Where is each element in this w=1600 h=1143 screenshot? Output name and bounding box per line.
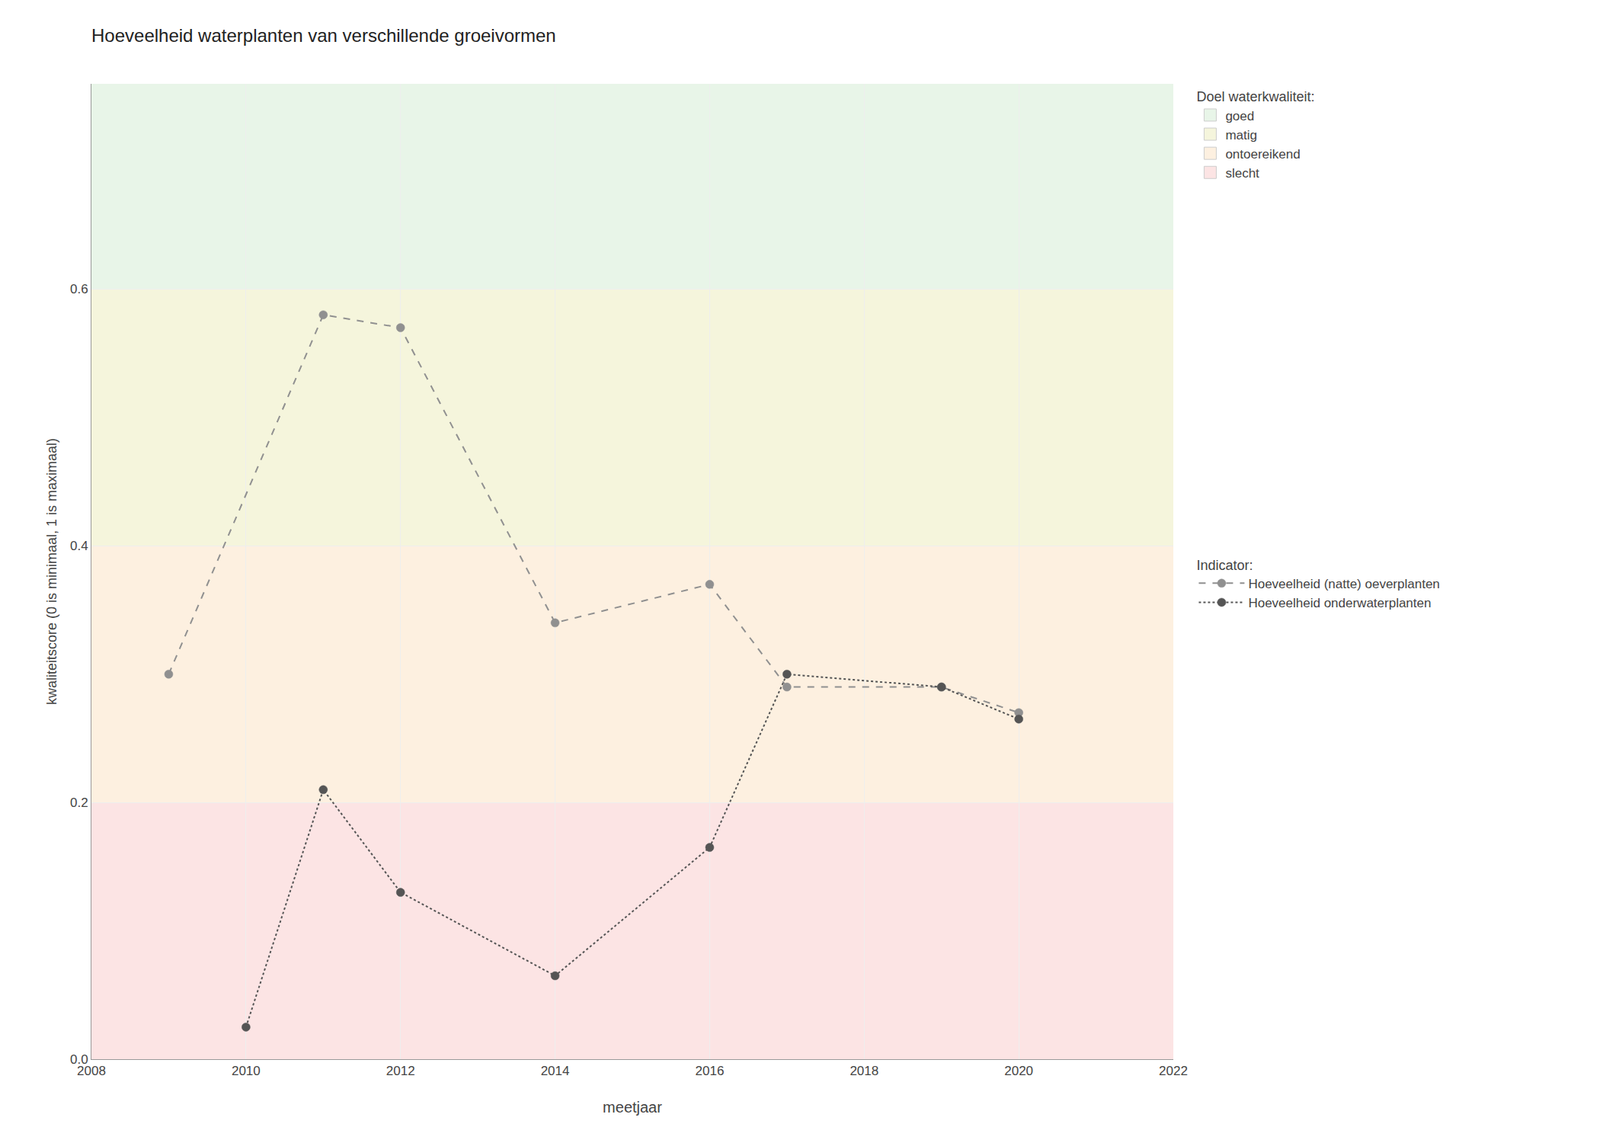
svg-text:0.0: 0.0 bbox=[70, 1052, 89, 1067]
svg-text:Indicator:: Indicator: bbox=[1196, 557, 1253, 573]
svg-text:kwaliteitscore (0 is minimaal,: kwaliteitscore (0 is minimaal, 1 is maxi… bbox=[44, 438, 60, 705]
svg-text:Doel waterkwaliteit:: Doel waterkwaliteit: bbox=[1196, 89, 1315, 105]
svg-text:0.4: 0.4 bbox=[70, 538, 89, 554]
svg-text:Hoeveelheid (natte) oeverplant: Hoeveelheid (natte) oeverplanten bbox=[1248, 576, 1440, 592]
svg-text:goed: goed bbox=[1225, 108, 1255, 124]
svg-text:0.2: 0.2 bbox=[70, 795, 89, 810]
svg-text:2022: 2022 bbox=[1158, 1063, 1188, 1079]
svg-text:2016: 2016 bbox=[695, 1063, 725, 1079]
svg-text:slecht: slecht bbox=[1225, 166, 1260, 181]
svg-text:meetjaar: meetjaar bbox=[602, 1098, 663, 1116]
svg-text:2008: 2008 bbox=[76, 1063, 106, 1079]
svg-text:2010: 2010 bbox=[231, 1063, 261, 1079]
svg-text:2020: 2020 bbox=[1004, 1063, 1034, 1079]
svg-text:2014: 2014 bbox=[540, 1063, 570, 1079]
svg-text:Hoeveelheid onderwaterplanten: Hoeveelheid onderwaterplanten bbox=[1248, 595, 1431, 611]
svg-text:0.6: 0.6 bbox=[70, 281, 89, 297]
svg-text:2012: 2012 bbox=[386, 1063, 416, 1079]
svg-text:2018: 2018 bbox=[849, 1063, 879, 1079]
svg-text:matig: matig bbox=[1225, 128, 1258, 143]
svg-text:Hoeveelheid waterplanten van v: Hoeveelheid waterplanten van verschillen… bbox=[91, 25, 557, 46]
svg-text:ontoereikend: ontoereikend bbox=[1225, 147, 1300, 162]
